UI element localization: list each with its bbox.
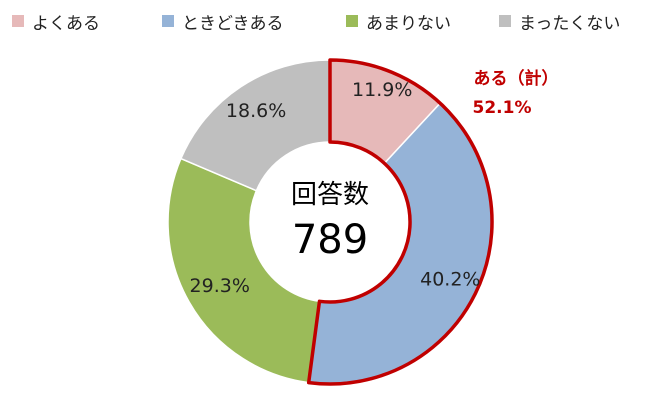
center-value: 789	[292, 217, 368, 263]
center-label: 回答数	[291, 180, 369, 210]
callout-outline	[306, 58, 494, 386]
slice-amarinai-label: 29.3%	[190, 275, 250, 297]
slice-yokuaru-label: 11.9%	[352, 79, 412, 101]
legend-swatch	[12, 15, 24, 27]
legend-swatch	[162, 15, 174, 27]
legend-label: ときどきある	[182, 13, 284, 34]
slice-mattakunai-label: 18.6%	[226, 100, 286, 122]
callout-value: 52.1%	[473, 98, 532, 118]
legend-swatch	[499, 15, 511, 27]
slice-amarinai	[167, 157, 321, 384]
slice-mattakunai	[179, 59, 331, 192]
legend-item-yokuaru: よくある	[12, 8, 100, 34]
legend-label: あまりない	[366, 13, 451, 34]
slice-tokidokiaru-label: 40.2%	[420, 269, 480, 291]
legend-item-mattakunai: まったくない	[499, 8, 620, 34]
legend: よくある ときどきある あまりない まったくない	[0, 8, 650, 34]
legend-swatch	[346, 15, 358, 27]
callout-label: ある（計）	[474, 68, 559, 89]
legend-item-amarinai: あまりない	[346, 8, 451, 34]
legend-item-tokidokiaru: ときどきある	[162, 8, 284, 34]
legend-label: まったくない	[519, 13, 621, 34]
slice-labels: 11.9% 40.2% 29.3% 18.6%	[190, 79, 481, 297]
legend-label: よくある	[32, 13, 100, 34]
